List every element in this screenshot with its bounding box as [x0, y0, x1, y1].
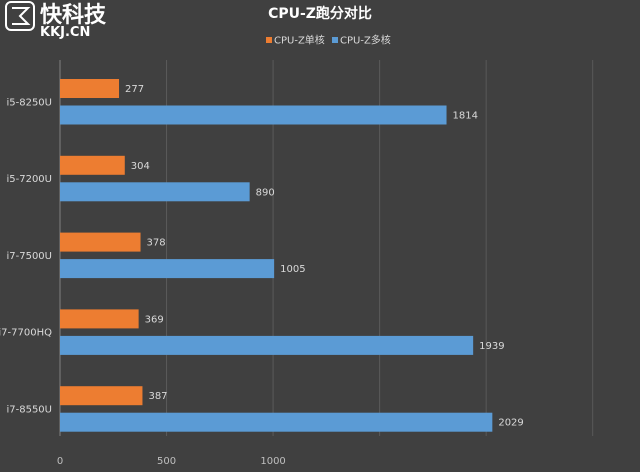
category-label: i7-7700HQ — [0, 328, 52, 339]
watermark-text: 快科技 — [40, 3, 107, 28]
data-label: 387 — [148, 391, 167, 402]
category-label: i7-7500U — [6, 251, 52, 262]
category-label: i7-8550U — [6, 404, 52, 415]
data-label: 378 — [147, 238, 166, 249]
data-label: 1814 — [453, 111, 478, 122]
category-label: i5-8250U — [6, 97, 52, 108]
bar-multi-core — [60, 259, 275, 279]
x-tick-label: 1000 — [260, 456, 285, 467]
bar-single-core — [60, 386, 143, 406]
bar-multi-core — [60, 105, 447, 125]
data-label: 304 — [131, 161, 150, 172]
category-label: i5-7200U — [6, 174, 52, 185]
watermark-url: KKJ.CN — [40, 25, 90, 40]
bar-single-core — [60, 79, 120, 98]
bar-multi-core — [60, 335, 474, 355]
chart-title: CPU-Z跑分对比 — [268, 5, 372, 22]
data-label: 2029 — [498, 418, 523, 429]
bar-single-core — [60, 232, 141, 252]
data-label: 369 — [145, 314, 164, 325]
x-tick-label: 500 — [157, 456, 176, 467]
bar-multi-core — [60, 182, 250, 202]
category-labels: i5-8250U i5-7200U i7-7500U i7-7700HQ i7-8550… — [0, 97, 52, 415]
data-label: 1939 — [479, 341, 504, 352]
bars: 277 1814 304 890 378 1005 369 1939 387 2029 — [60, 79, 524, 432]
legend-swatch — [266, 37, 272, 43]
data-label: 1005 — [280, 264, 305, 275]
legend-label: CPU-Z单核 — [274, 34, 325, 47]
bar-single-core — [60, 309, 139, 329]
legend-label: CPU-Z多核 — [340, 34, 391, 47]
legend: CPU-Z单核 CPU-Z多核 — [266, 34, 391, 47]
x-tick-label: 0 — [57, 456, 63, 467]
bar-single-core — [60, 155, 125, 175]
watermark-icon — [5, 1, 35, 31]
data-label: 277 — [125, 84, 144, 95]
legend-swatch — [332, 37, 338, 43]
watermark-logo: 快科技 KKJ.CN — [5, 1, 107, 40]
data-label: 890 — [256, 187, 275, 198]
x-axis: 0 500 1000 — [57, 456, 286, 467]
watermark-icon-mark — [12, 7, 31, 25]
bar-multi-core — [60, 412, 493, 432]
